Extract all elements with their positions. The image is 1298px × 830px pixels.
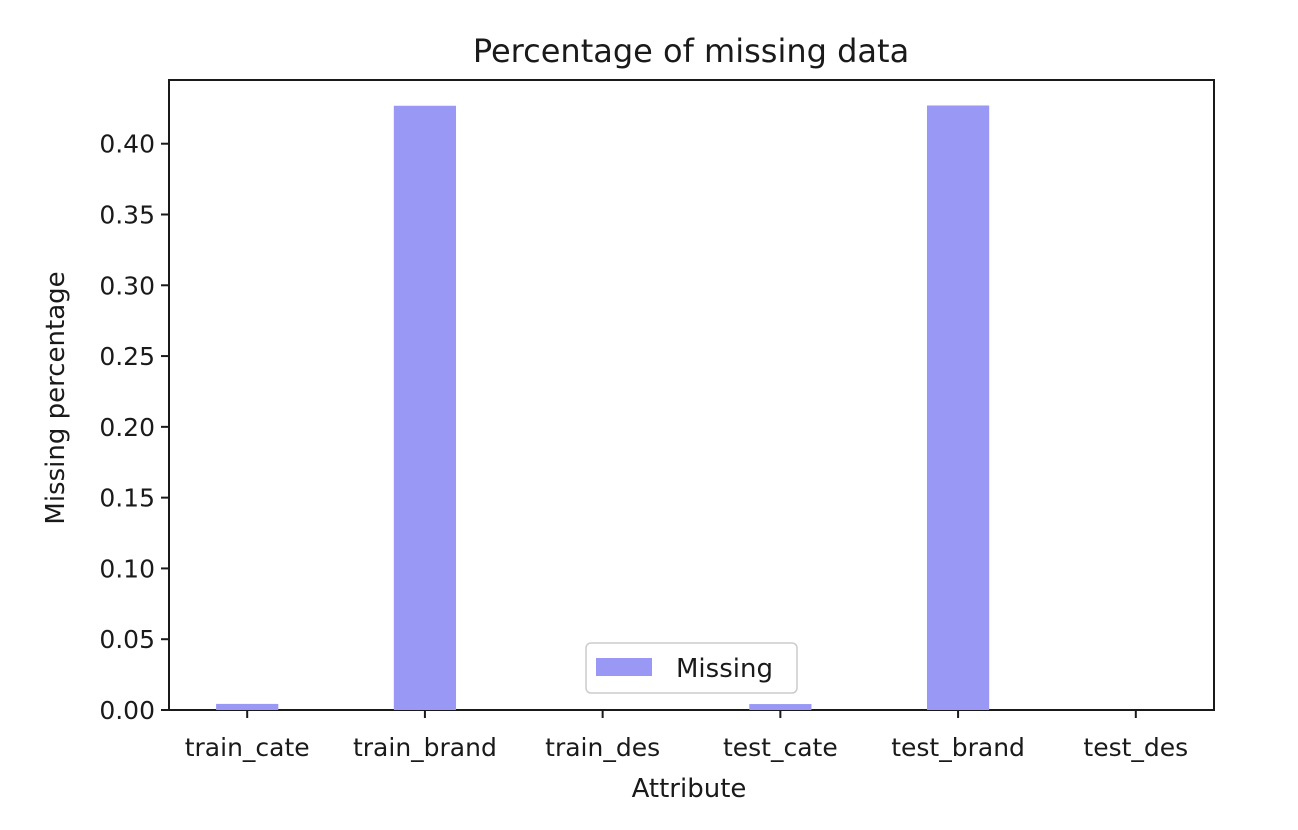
- y-tick-label: 0.35: [99, 200, 155, 229]
- y-tick-label: 0.15: [99, 484, 155, 513]
- x-axis-label: Attribute: [632, 774, 747, 804]
- y-tick-label: 0.40: [99, 130, 155, 159]
- y-tick-label: 0.10: [99, 554, 155, 583]
- legend-box: [585, 642, 798, 694]
- x-tick-label: test_des: [1083, 733, 1188, 762]
- bar-train_cate: [216, 703, 279, 710]
- x-tick-label: train_brand: [353, 733, 497, 762]
- x-tick-label: test_brand: [891, 733, 1025, 762]
- y-axis-ticks: 0.00 0.05 0.10 0.15 0.20 0.25 0.30 0.35 0.40: [99, 130, 169, 725]
- y-tick-label: 0.00: [99, 696, 155, 725]
- x-tick-label: test_cate: [723, 733, 838, 762]
- x-tick-label: train_cate: [185, 733, 310, 762]
- bar-test_cate: [749, 704, 812, 710]
- x-tick-label: train_des: [545, 733, 660, 762]
- plot-area: 0.00 0.05 0.10 0.15 0.20 0.25 0.30 0.35 0.40 tra…: [99, 79, 1215, 762]
- plot-frame: [168, 79, 1215, 711]
- y-tick-label: 0.30: [99, 271, 155, 300]
- bar-test_brand: [926, 105, 990, 710]
- y-tick-label: 0.25: [99, 342, 155, 371]
- legend-label: Missing: [676, 654, 773, 684]
- y-tick-label: 0.20: [99, 413, 155, 442]
- bar-train_brand: [393, 105, 457, 710]
- y-axis-label: Missing percentage: [41, 271, 71, 524]
- x-axis-ticks: train_cate train_brand train_des test_cate t…: [185, 710, 1188, 762]
- y-tick-label: 0.05: [99, 625, 155, 654]
- legend: Missing: [585, 642, 798, 694]
- bars-group: [216, 105, 990, 710]
- chart-title: Percentage of missing data: [473, 32, 909, 70]
- legend-swatch: [596, 658, 652, 676]
